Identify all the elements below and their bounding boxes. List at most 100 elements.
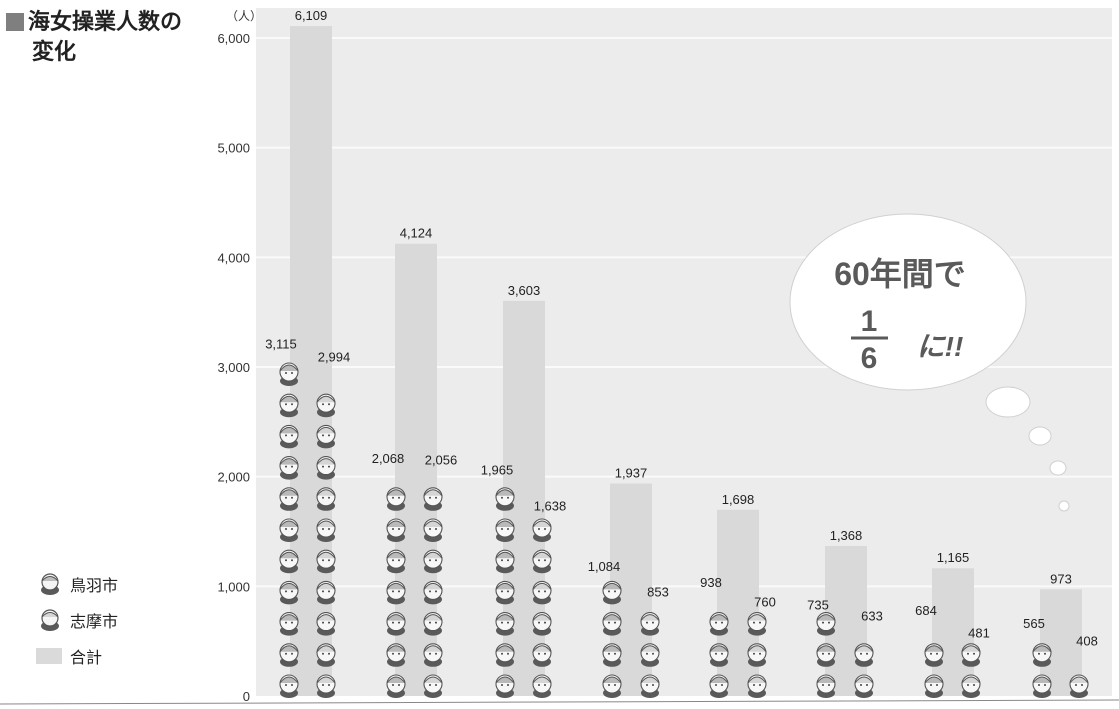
diver-figure-hair	[279, 551, 299, 559]
diver-figure-hair	[961, 645, 981, 653]
diver-figure-hair	[602, 676, 622, 684]
diver-figure-eye	[608, 684, 610, 686]
diver-figure-hair	[495, 676, 515, 684]
total-value-label: 6,109	[295, 8, 328, 23]
toba-value-label: 735	[807, 597, 829, 612]
diver-figure-eye	[328, 684, 330, 686]
diver-figure-eye	[1038, 652, 1040, 655]
diver-figure-hair	[709, 645, 729, 653]
diver-figure-eye	[322, 621, 324, 624]
diver-figure-hair	[316, 395, 336, 403]
diver-figure-eye	[930, 684, 932, 686]
diver-figure-eye	[507, 528, 509, 530]
diver-figure-eye	[501, 559, 503, 562]
diver-figure-eye	[291, 652, 293, 655]
diver-figure-eye	[398, 652, 400, 655]
legend: 鳥羽市 志摩市 合計	[36, 566, 118, 674]
legend-item-total: 合計	[36, 638, 118, 674]
diver-figure-hair	[386, 489, 406, 497]
diver-figure-hair	[423, 520, 443, 528]
diver-figure-eye	[759, 621, 761, 624]
diver-figure-eye	[614, 684, 616, 686]
diver-figure-hair	[816, 676, 836, 684]
diver-figure-eye	[721, 684, 723, 686]
diver-figure-icon	[41, 609, 59, 631]
diver-figure-eye	[507, 590, 509, 593]
diver-figure-eye	[866, 652, 868, 655]
thought-dot	[985, 386, 1031, 418]
diver-figure-eye	[322, 528, 324, 530]
diver-figure-eye	[759, 652, 761, 655]
diver-figure-hair	[423, 489, 443, 497]
diver-figure-eye	[936, 652, 938, 655]
diver-figure-hair	[640, 614, 660, 621]
diver-figure-eye	[322, 559, 324, 562]
diver-figure-eye	[538, 652, 540, 655]
diver-figure-eye	[544, 559, 546, 562]
diver-figure-eye	[828, 684, 830, 686]
legend-label-toba: 鳥羽市	[70, 576, 119, 595]
diver-figure-hair	[279, 489, 299, 497]
diver-figure-hair	[316, 582, 336, 590]
diver-figure-eye	[501, 621, 503, 624]
shima-value-label: 853	[647, 584, 669, 599]
diver-figure-hair	[316, 458, 336, 465]
diver-figure-hair	[602, 614, 622, 621]
diver-figure-hair	[316, 614, 336, 621]
total-bar	[932, 568, 974, 696]
shima-value-label: 633	[861, 609, 883, 624]
shima-value-label: 2,994	[318, 350, 351, 365]
diver-figure-eye	[398, 496, 400, 499]
diver-figure-eye	[285, 590, 287, 593]
diver-figure-eye	[753, 652, 755, 655]
y-unit-label: （人）	[226, 9, 262, 23]
diver-figure-eye	[435, 559, 437, 562]
diver-figure-eye	[322, 652, 324, 655]
y-tick-label: 6,000	[217, 31, 250, 46]
diver-figure-eye	[822, 621, 824, 624]
diver-figure-hair	[279, 426, 299, 434]
diver-figure-eye	[538, 621, 540, 624]
diver-figure-hair	[816, 614, 836, 621]
diver-figure-hair	[532, 520, 552, 528]
diver-figure-hair	[279, 520, 299, 528]
diver-figure-eye	[328, 465, 330, 468]
diver-figure-eye	[936, 684, 938, 686]
diver-figure-hair	[854, 676, 874, 684]
legend-item-toba: 鳥羽市	[36, 566, 118, 602]
total-swatch	[36, 648, 62, 664]
toba-column	[602, 580, 622, 698]
title-line-2: 変化	[32, 40, 77, 65]
diver-figure-hair	[316, 426, 336, 434]
toba-column	[279, 362, 299, 698]
toba-value-label: 684	[915, 603, 937, 618]
diver-figure-eye	[1038, 684, 1040, 686]
diver-figure-eye	[291, 621, 293, 624]
title-square-icon	[6, 13, 24, 31]
toba-column	[495, 487, 515, 698]
diver-figure-eye	[507, 652, 509, 655]
title-line-1: 海女操業人数の	[28, 10, 183, 35]
diver-figure-eye	[608, 621, 610, 624]
diver-figure-eye	[435, 652, 437, 655]
toba-value-label: 2,068	[372, 451, 405, 466]
diver-figure-eye	[544, 621, 546, 624]
diver-figure-eye	[973, 652, 975, 655]
diver-figure-hair	[386, 582, 406, 590]
diver-figure-hair	[532, 645, 552, 653]
diver-figure-eye	[860, 652, 862, 655]
diver-figure-eye	[435, 528, 437, 530]
diver-figure-hair	[386, 520, 406, 528]
diver-figure-eye	[291, 528, 293, 530]
y-tick-label: 5,000	[217, 141, 250, 156]
diver-figure-hair	[495, 551, 515, 559]
diver-figure-hair	[279, 395, 299, 403]
diver-figure-hair	[1069, 676, 1089, 684]
toba-column	[1032, 643, 1052, 698]
diver-figure-hair	[279, 582, 299, 590]
diver-figure-hair	[279, 614, 299, 621]
diver-figure-hair	[816, 645, 836, 653]
toba-value-label: 1,084	[588, 559, 621, 574]
diver-figure-hair	[640, 676, 660, 684]
